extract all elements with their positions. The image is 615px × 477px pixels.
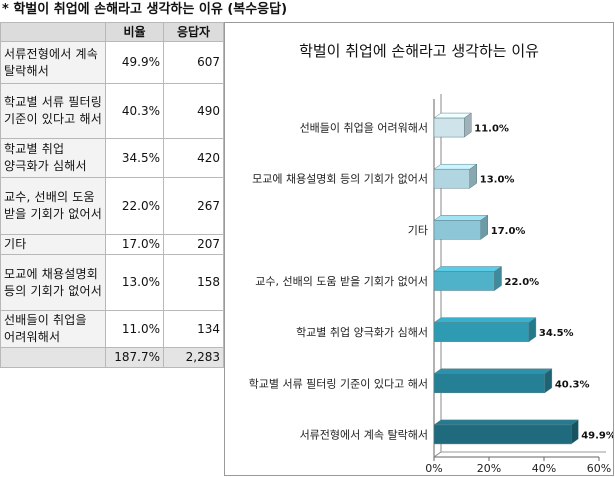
table-row: 기타 17.0% 207 — [0, 234, 224, 255]
bar — [433, 168, 470, 189]
row-reason: 교수, 선배의 도움 받을 기회가 없어서 — [0, 177, 106, 235]
row-count: 158 — [163, 254, 224, 311]
category-label: 학교별 취업 양극화가 심해서 — [296, 325, 428, 339]
data-table: 비율 응답자 서류전형에서 계속 탈락해서 49.9% 607 학교별 서류 필… — [0, 22, 224, 368]
bar-side-face — [480, 214, 488, 240]
page-title: * 학벌이 취업에 손해라고 생각하는 이유 (복수응답) — [2, 2, 288, 17]
bar — [433, 424, 572, 445]
bar-side-face — [464, 112, 472, 138]
row-count: 490 — [163, 83, 224, 139]
header-count: 응답자 — [163, 22, 224, 42]
bar-side-face — [570, 419, 579, 445]
category-label: 기타 — [408, 224, 428, 237]
table-total-row: 187.7% 2,283 — [0, 347, 224, 368]
total-count: 2,283 — [163, 347, 224, 368]
data-label: 22.0% — [505, 277, 540, 288]
row-count: 267 — [163, 177, 224, 235]
axis-floor-edge — [433, 451, 442, 458]
row-ratio: 40.3% — [105, 83, 164, 139]
total-reason — [0, 347, 106, 368]
bar-side-face — [494, 266, 502, 291]
x-tick-label: 20% — [477, 462, 501, 475]
bar — [433, 373, 546, 394]
bar-top-face — [433, 419, 580, 426]
bar-side-face — [544, 368, 553, 394]
category-label: 학교별 서류 필터링 기준이 있다고 해서 — [249, 376, 428, 390]
row-ratio: 34.5% — [105, 138, 164, 178]
table-row: 학교별 서류 필터링 기준이 있다고 해서 40.3% 490 — [0, 83, 224, 139]
data-label: 13.0% — [480, 175, 515, 186]
x-tick-label: 0% — [425, 462, 442, 475]
chart-panel: 학벌이 취업에 손해라고 생각하는 이유 0% 20% 40% 60% 11.0% 선배들이… — [224, 22, 614, 476]
bar-top-face — [433, 317, 537, 323]
row-reason: 기타 — [0, 234, 106, 255]
bar — [433, 117, 465, 138]
data-label: 40.3% — [555, 379, 590, 390]
bar-top-face — [433, 163, 478, 170]
table-row: 선배들이 취업을 어려워해서 11.0% 134 — [0, 310, 224, 348]
table-header-row: 비율 응답자 — [0, 22, 224, 42]
bar-top-face — [433, 215, 489, 221]
table-row: 학교별 취업 양극화가 심해서 34.5% 420 — [0, 138, 224, 178]
table-row: 교수, 선배의 도움 받을 기회가 없어서 22.0% 267 — [0, 177, 224, 235]
row-reason: 학교별 서류 필터링 기준이 있다고 해서 — [0, 83, 106, 139]
x-tick-label: 40% — [532, 462, 556, 475]
row-ratio: 13.0% — [105, 254, 164, 311]
row-ratio: 11.0% — [105, 310, 164, 348]
bar-top-face — [433, 266, 503, 272]
row-count: 420 — [163, 138, 224, 178]
bar-side-face — [469, 163, 477, 189]
data-label: 17.0% — [491, 226, 526, 237]
row-ratio: 22.0% — [105, 177, 164, 235]
row-reason: 학교별 취업 양극화가 심해서 — [0, 138, 106, 178]
bar — [433, 322, 530, 342]
row-reason: 서류전형에서 계속 탈락해서 — [0, 41, 106, 84]
bar — [433, 271, 495, 291]
row-reason: 모교에 채용설명회 등의 기회가 없어서 — [0, 254, 106, 311]
row-reason: 선배들이 취업을 어려워해서 — [0, 310, 106, 348]
category-label: 서류전형에서 계속 탈락해서 — [300, 427, 428, 441]
bar-top-face — [433, 368, 553, 375]
row-ratio: 49.9% — [105, 41, 164, 84]
category-label: 교수, 선배의 도움 받을 기회가 없어서 — [255, 275, 428, 288]
bar-chart: 학벌이 취업에 손해라고 생각하는 이유 0% 20% 40% 60% 11.0% 선배들이… — [249, 42, 613, 475]
chart-title: 학벌이 취업에 손해라고 생각하는 이유 — [299, 42, 539, 60]
row-count: 134 — [163, 310, 224, 348]
category-label: 모교에 채용설명회 등의 기회가 없어서 — [252, 173, 428, 186]
total-ratio: 187.7% — [105, 347, 164, 368]
header-ratio: 비율 — [105, 22, 164, 42]
category-label: 선배들이 취업을 어려워해서 — [300, 121, 428, 135]
table-row: 모교에 채용설명회 등의 기회가 없어서 13.0% 158 — [0, 254, 224, 311]
row-count: 207 — [163, 234, 224, 255]
header-reason — [0, 22, 106, 42]
bar — [433, 220, 481, 240]
row-count: 607 — [163, 41, 224, 84]
data-label: 11.0% — [474, 124, 509, 135]
row-ratio: 17.0% — [105, 234, 164, 255]
data-label: 49.9% — [581, 430, 613, 441]
x-tick-label: 60% — [587, 462, 611, 475]
table-row: 서류전형에서 계속 탈락해서 49.9% 607 — [0, 41, 224, 84]
data-label: 34.5% — [539, 328, 574, 339]
bar-side-face — [528, 317, 537, 343]
